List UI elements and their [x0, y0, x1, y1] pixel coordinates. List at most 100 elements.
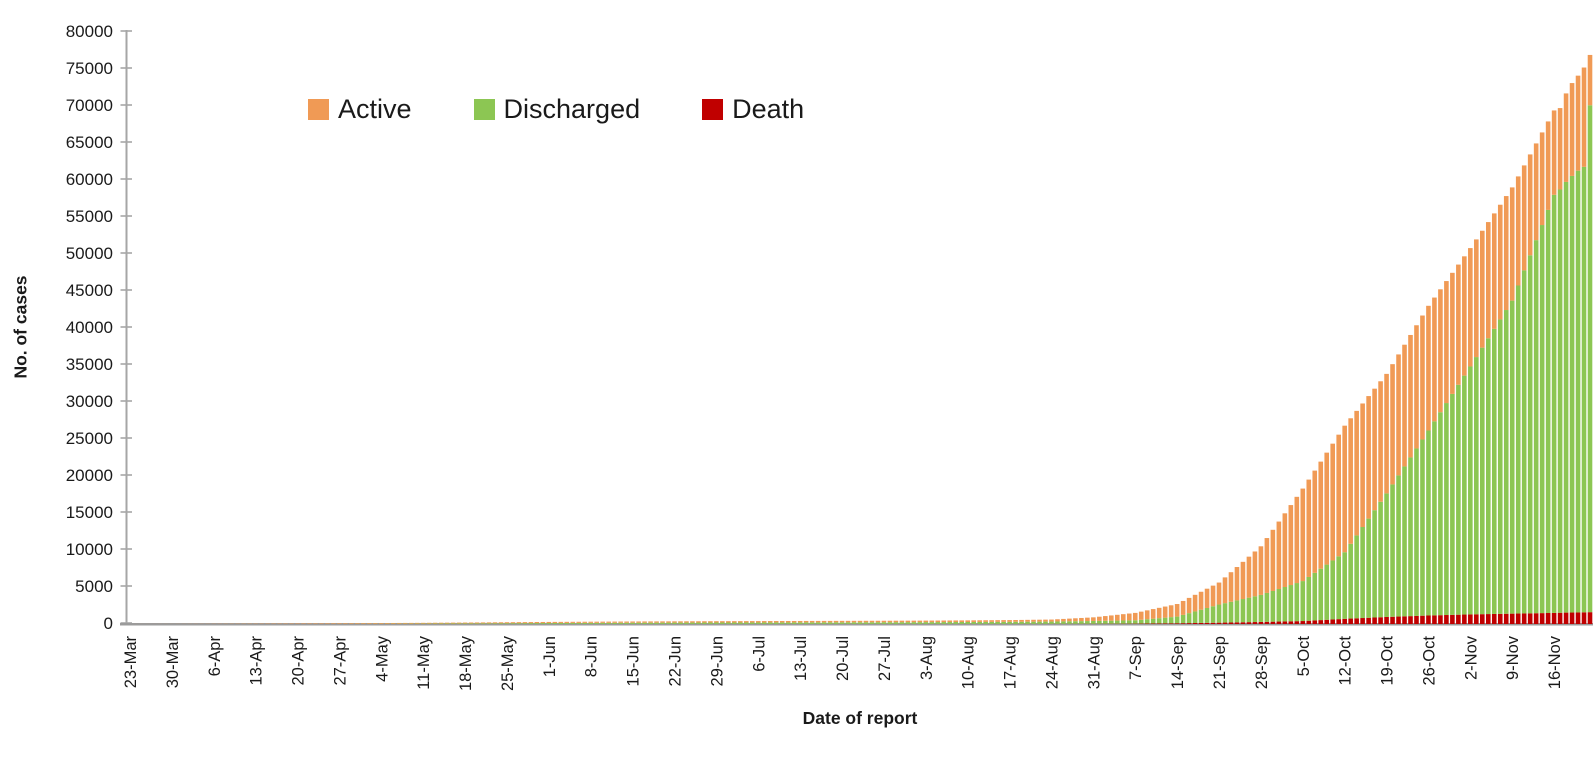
bar-segment-discharged	[1210, 606, 1216, 623]
x-tick-label: 27-Jul	[876, 636, 894, 681]
bar-segment-active	[893, 620, 899, 623]
bar-segment-discharged	[899, 622, 905, 624]
x-tick-label: 25-May	[499, 635, 517, 691]
bar-segment-discharged	[1557, 189, 1563, 613]
y-tick-label: 25000	[66, 429, 113, 448]
bar-segment-active	[1509, 187, 1515, 301]
bar-segment-active	[678, 621, 683, 623]
bar-segment-discharged	[1085, 621, 1090, 624]
bar-segment-discharged	[474, 623, 480, 624]
bar-segment-active	[486, 622, 492, 624]
bar-segment-discharged	[833, 622, 839, 624]
x-tick-label: 30-Mar	[164, 635, 182, 688]
bar-segment-discharged	[612, 622, 617, 624]
bar-segment-death	[1354, 618, 1359, 624]
bar-segment-active	[564, 621, 570, 623]
bar-segment-discharged	[1354, 535, 1359, 619]
bar-segment-discharged	[935, 622, 941, 624]
bar-segment-active	[1079, 617, 1084, 622]
bar-segment-discharged	[1384, 493, 1389, 617]
bar-segment-death	[1330, 619, 1336, 624]
bar-segment-active	[1126, 613, 1132, 621]
bar-segment-active	[1575, 75, 1581, 171]
bar-segment-death	[1456, 614, 1461, 624]
bar-segment-death	[1210, 622, 1216, 624]
bar-segment-active	[899, 620, 905, 623]
legend-item-death: Death	[702, 96, 804, 123]
x-tick-label: 6-Apr	[206, 636, 224, 677]
bar-segment-death	[1402, 616, 1407, 624]
bar-segment-active	[462, 622, 468, 624]
x-tick-label: 24-Aug	[1043, 636, 1061, 689]
bar-segment-death	[1378, 617, 1383, 624]
bar-segment-active	[779, 621, 785, 623]
bar-segment-discharged	[767, 622, 773, 624]
bar-segment-discharged	[660, 622, 665, 624]
bar-segment-active	[1234, 567, 1240, 601]
bar-segment-active	[367, 623, 372, 624]
bar-segment-active	[1426, 305, 1431, 431]
bar-segment-discharged	[1485, 338, 1491, 615]
bar-segment-active	[1444, 281, 1449, 404]
bar-segment-discharged	[456, 623, 462, 624]
bar-segment-discharged	[1174, 616, 1180, 624]
bar-segment-discharged	[1270, 590, 1276, 622]
bar-segment-death	[1396, 616, 1401, 624]
bar-segment-active	[863, 620, 869, 623]
bar-segment-active	[331, 623, 336, 624]
bar-segment-active	[552, 621, 558, 623]
bar-segment-death	[1575, 612, 1581, 624]
bar-segment-discharged	[893, 622, 899, 624]
bar-segment-death	[1533, 613, 1539, 624]
bar-segment-active	[803, 620, 809, 623]
x-tick-label: 28-Sep	[1253, 636, 1271, 689]
bar-segment-active	[827, 620, 833, 623]
bar-segment-discharged	[636, 622, 641, 624]
bar-segment-active	[684, 621, 689, 623]
bar-segment-active	[1222, 577, 1228, 604]
bar-segment-active	[1432, 297, 1437, 422]
bar-segment-active	[917, 620, 923, 623]
bar-segment-death	[1408, 616, 1413, 624]
bar-segment-discharged	[666, 622, 671, 624]
bar-segment-discharged	[1037, 621, 1042, 624]
bar-segment-discharged	[498, 623, 504, 624]
bar-segment-active	[1270, 529, 1276, 591]
bar-segment-active	[343, 623, 348, 624]
bar-segment-discharged	[1043, 621, 1048, 624]
legend-item-active: Active	[308, 96, 412, 123]
bar-segment-discharged	[1372, 510, 1377, 618]
bar-segment-active	[1114, 614, 1120, 621]
x-tick-label: 2-Nov	[1462, 635, 1480, 680]
bar-segment-death	[1198, 622, 1204, 624]
bar-segment-active	[1288, 505, 1294, 586]
bar-segment-active	[1456, 264, 1461, 385]
bar-segment-active	[528, 622, 534, 624]
bar-segment-discharged	[630, 622, 635, 624]
bar-segment-discharged	[1282, 587, 1288, 622]
legend-label-discharged: Discharged	[503, 94, 641, 124]
bar-segment-active	[1276, 521, 1282, 589]
bar-segment-discharged	[797, 622, 803, 624]
bar-segment-active	[1252, 551, 1258, 597]
bar-segment-discharged	[606, 622, 611, 624]
bar-segment-active	[468, 622, 474, 624]
y-tick-label: 60000	[66, 170, 113, 189]
bar-segment-active	[426, 622, 432, 624]
bar-segment-death	[1474, 614, 1479, 624]
x-tick-label: 4-May	[373, 635, 391, 682]
bar-segment-active	[361, 623, 366, 624]
bar-segment-active	[390, 622, 396, 624]
bar-segment-discharged	[594, 622, 600, 624]
bar-segment-death	[1539, 613, 1545, 624]
bar-segment-active	[612, 621, 617, 623]
bar-segment-discharged	[929, 622, 935, 624]
bar-segment-active	[995, 620, 1000, 622]
bar-segment-active	[851, 620, 857, 623]
bar-segment-discharged	[1109, 620, 1114, 624]
bar-segment-active	[337, 623, 342, 624]
bar-segment-discharged	[959, 622, 965, 624]
bar-segment-discharged	[1414, 448, 1419, 616]
bar-segment-discharged	[1103, 620, 1108, 624]
